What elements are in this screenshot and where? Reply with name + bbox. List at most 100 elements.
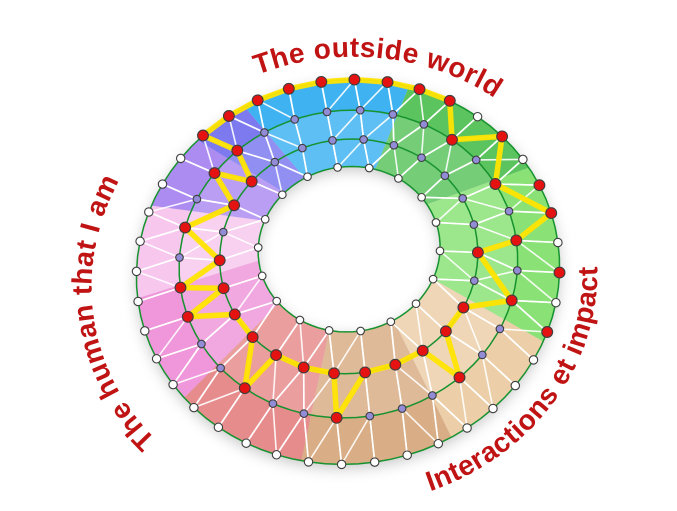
wheel-node[interactable]: [402, 450, 412, 460]
wheel-node-red[interactable]: [510, 234, 523, 247]
wheel-node[interactable]: [216, 363, 225, 373]
wheel-node[interactable]: [388, 110, 398, 119]
wheel-node[interactable]: [389, 140, 399, 150]
wheel-node-red[interactable]: [179, 221, 192, 234]
wheel-node-red[interactable]: [413, 83, 426, 96]
wheel-node[interactable]: [428, 391, 437, 400]
wheel-node[interactable]: [257, 271, 267, 281]
wheel-node[interactable]: [192, 194, 202, 204]
wheel-node[interactable]: [303, 172, 312, 182]
wheel-node-red[interactable]: [496, 130, 509, 143]
wheel-node[interactable]: [297, 143, 307, 153]
wheel-node[interactable]: [189, 402, 199, 413]
wheel-node[interactable]: [218, 227, 228, 237]
wheel-node[interactable]: [458, 194, 468, 203]
wheel-node[interactable]: [394, 174, 403, 183]
wheel-node[interactable]: [359, 135, 368, 144]
wheel-node[interactable]: [477, 350, 487, 360]
wheel-node-red[interactable]: [545, 207, 558, 220]
wheel-node[interactable]: [488, 403, 498, 414]
wheel-node[interactable]: [175, 253, 184, 262]
wheel-node[interactable]: [364, 163, 374, 173]
wheel-node[interactable]: [131, 266, 142, 277]
wheel-node[interactable]: [504, 206, 514, 216]
wheel-node[interactable]: [303, 457, 314, 467]
wheel-node[interactable]: [518, 154, 528, 165]
wheel-node-red[interactable]: [174, 281, 187, 294]
wheel-node-red[interactable]: [328, 367, 340, 380]
wheel-node[interactable]: [328, 136, 337, 145]
wheel-node[interactable]: [295, 315, 305, 325]
wheel-node[interactable]: [333, 163, 342, 172]
wheel-node-red[interactable]: [359, 366, 372, 379]
wheel-node[interactable]: [469, 220, 479, 229]
wheel-node[interactable]: [151, 354, 162, 364]
wheel-node[interactable]: [365, 411, 375, 421]
wheel-node-red[interactable]: [238, 382, 251, 395]
wheel-node-red[interactable]: [439, 325, 452, 338]
wheel-node[interactable]: [435, 246, 445, 256]
wheel-node-red[interactable]: [348, 73, 361, 86]
wheel-node-red[interactable]: [446, 133, 458, 146]
wheel-node[interactable]: [528, 355, 539, 365]
wheel-node-red[interactable]: [197, 129, 209, 142]
wheel-node[interactable]: [271, 450, 282, 460]
wheel-node-red[interactable]: [297, 361, 310, 374]
wheel-node[interactable]: [553, 237, 563, 248]
wheel-node-red[interactable]: [553, 266, 566, 279]
wheel-node-red[interactable]: [443, 94, 456, 107]
wheel-node[interactable]: [133, 296, 143, 307]
wheel-node[interactable]: [290, 115, 300, 124]
wheel-node[interactable]: [355, 105, 365, 115]
wheel-node[interactable]: [431, 218, 441, 227]
wheel-node[interactable]: [135, 236, 145, 247]
wheel-node[interactable]: [168, 379, 178, 390]
wheel-node-red[interactable]: [222, 110, 235, 122]
wheel-node[interactable]: [411, 299, 421, 309]
wheel-node-red[interactable]: [389, 358, 402, 371]
wheel-node[interactable]: [241, 438, 251, 448]
wheel-node-red[interactable]: [208, 167, 221, 180]
wheel-node-red[interactable]: [213, 254, 226, 267]
wheel-node[interactable]: [417, 192, 426, 202]
wheel-node[interactable]: [324, 326, 334, 335]
wheel-node[interactable]: [322, 107, 332, 117]
wheel-node[interactable]: [369, 457, 380, 467]
wheel-node-red[interactable]: [505, 294, 518, 307]
wheel-node-red[interactable]: [228, 308, 241, 321]
wheel-node-red[interactable]: [489, 178, 502, 190]
wheel-node-red[interactable]: [471, 246, 484, 259]
wheel-node[interactable]: [175, 153, 186, 164]
wheel-node[interactable]: [472, 111, 483, 122]
wheel-node[interactable]: [260, 128, 269, 137]
wheel-node-red[interactable]: [457, 301, 470, 314]
wheel-node[interactable]: [197, 339, 206, 349]
wheel-node[interactable]: [356, 326, 365, 336]
wheel-node-red[interactable]: [381, 76, 394, 89]
wheel-node[interactable]: [157, 179, 168, 189]
wheel-node-red[interactable]: [217, 282, 230, 295]
wheel-node-red[interactable]: [231, 144, 244, 157]
wheel-node-red[interactable]: [315, 75, 328, 88]
wheel-node-red[interactable]: [416, 344, 429, 357]
wheel-node-red[interactable]: [541, 326, 554, 338]
wheel-node[interactable]: [510, 380, 521, 391]
wheel-node[interactable]: [268, 399, 278, 408]
wheel-node[interactable]: [272, 296, 282, 306]
wheel-node-red[interactable]: [270, 349, 283, 362]
wheel-node-red[interactable]: [533, 179, 546, 192]
wheel-node[interactable]: [440, 171, 450, 181]
wheel-node-red[interactable]: [181, 310, 194, 323]
wheel-node[interactable]: [462, 423, 472, 433]
wheel-node[interactable]: [253, 243, 263, 252]
wheel-node[interactable]: [270, 157, 280, 167]
wheel-node[interactable]: [213, 422, 224, 433]
wheel-node-red[interactable]: [282, 82, 295, 95]
wheel-node[interactable]: [299, 409, 309, 418]
wheel-node[interactable]: [551, 297, 561, 308]
wheel-node[interactable]: [386, 317, 396, 327]
wheel-node[interactable]: [417, 153, 426, 163]
wheel-node-red[interactable]: [251, 94, 264, 107]
wheel-node[interactable]: [336, 459, 347, 470]
wheel-node-red[interactable]: [453, 371, 466, 384]
